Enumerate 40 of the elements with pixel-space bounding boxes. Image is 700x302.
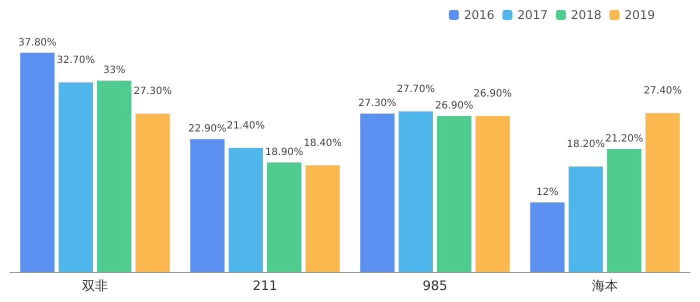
bar: [228, 148, 263, 272]
data-label: 21.40%: [226, 120, 265, 132]
bar: [58, 82, 93, 272]
bar: [97, 80, 132, 272]
bar: [135, 114, 170, 272]
bar: [20, 52, 55, 272]
bar: [568, 166, 603, 272]
bar: [267, 162, 302, 272]
data-label: 37.80%: [18, 37, 56, 48]
data-label: 33%: [103, 65, 126, 76]
legend-label: 2017: [517, 8, 548, 22]
x-tick-label: 双非: [82, 279, 108, 294]
data-label: 27.30%: [134, 86, 172, 98]
bar: [398, 111, 433, 272]
data-label: 21.20%: [605, 134, 644, 145]
bar: [530, 202, 565, 272]
data-label: 26.90%: [474, 88, 512, 100]
data-label: 18.20%: [566, 138, 605, 150]
bar: [607, 149, 642, 272]
legend-label: 2018: [570, 8, 602, 22]
bar: [437, 116, 472, 272]
bar: [305, 165, 340, 272]
x-tick-label: 海本: [592, 279, 618, 294]
bar: [645, 113, 680, 272]
bar: [475, 116, 510, 272]
legend-label: 2016: [464, 8, 494, 22]
legend-label: 2019: [624, 8, 656, 22]
x-tick-label: 211: [252, 279, 278, 294]
data-label: 27.40%: [644, 86, 682, 97]
x-tick-label: 985: [422, 279, 448, 294]
bar: [190, 139, 225, 272]
data-label: 27.70%: [396, 84, 435, 95]
data-label: 18.40%: [304, 138, 342, 149]
data-label: 22.90%: [188, 124, 226, 135]
data-label: 26.90%: [435, 100, 474, 112]
data-label: 12%: [536, 186, 558, 198]
data-label: 32.70%: [56, 54, 95, 66]
data-label: 27.30%: [358, 98, 396, 110]
data-label: 18.90%: [265, 146, 304, 158]
bar: [360, 114, 395, 272]
